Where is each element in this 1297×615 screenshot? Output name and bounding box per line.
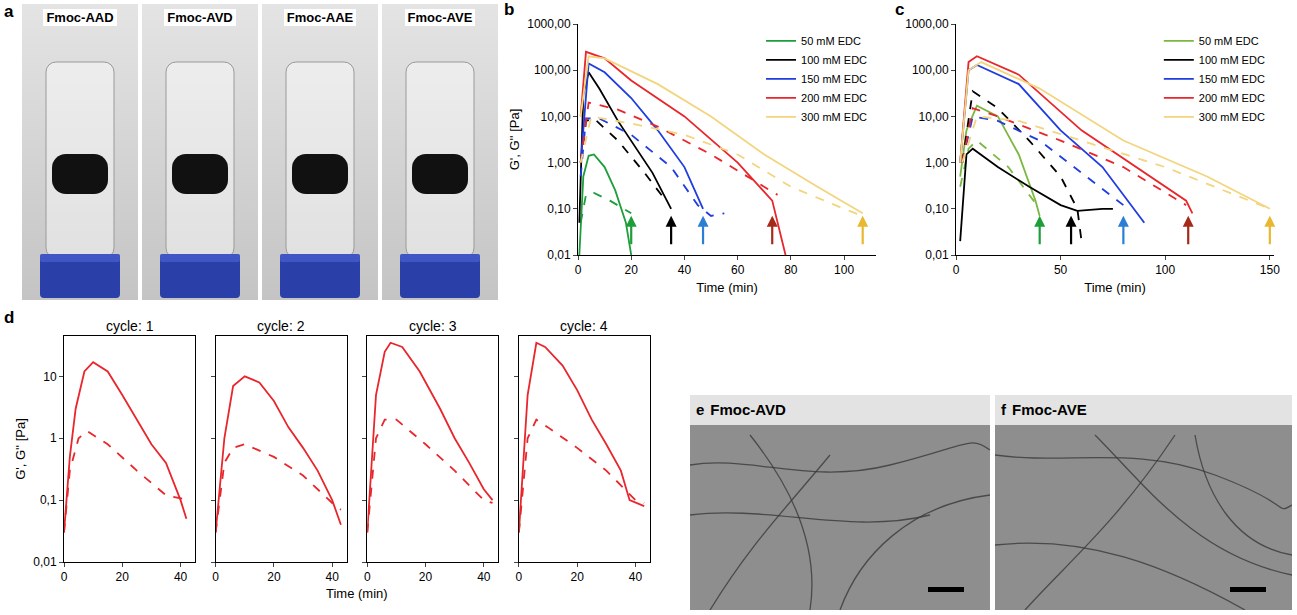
svg-text:10,00: 10,00 [919,110,949,124]
svg-text:80: 80 [784,263,798,277]
svg-text:50: 50 [1054,263,1068,277]
svg-text:150: 150 [1260,263,1280,277]
svg-text:Time (min): Time (min) [1084,280,1146,295]
svg-text:20: 20 [570,570,584,584]
svg-text:50 mM EDC: 50 mM EDC [1199,35,1259,47]
svg-text:1000,00: 1000,00 [905,17,949,31]
svg-text:50 mM EDC: 50 mM EDC [801,35,861,47]
svg-text:150 mM EDC: 150 mM EDC [1199,73,1265,85]
svg-text:cycle: 3: cycle: 3 [409,318,457,334]
svg-text:20: 20 [625,263,639,277]
html-text:c: c [895,0,905,19]
svg-text:300 mM EDC: 300 mM EDC [1199,111,1265,123]
svg-text:40: 40 [629,570,643,584]
svg-text:0,01: 0,01 [925,248,949,262]
svg-text:0: 0 [212,570,219,584]
svg-text:0: 0 [575,263,582,277]
svg-text:1,00: 1,00 [547,156,571,170]
svg-text:1,00: 1,00 [925,156,949,170]
svg-text:20: 20 [419,570,433,584]
svg-text:100,00: 100,00 [912,63,949,77]
html-text:b: b [504,0,515,19]
svg-text:100: 100 [1155,263,1175,277]
svg-text:cycle: 1: cycle: 1 [106,318,154,334]
svg-text:0,10: 0,10 [925,202,949,216]
svg-text:0: 0 [516,570,523,584]
html-text:Fmoc-AVE: Fmoc-AVE [407,10,473,25]
html-text:a: a [4,2,14,21]
svg-text:Time (min): Time (min) [326,586,388,601]
svg-text:20: 20 [267,570,281,584]
html-text:Fmoc-AAD: Fmoc-AAD [46,10,114,25]
svg-text:150 mM EDC: 150 mM EDC [801,73,867,85]
svg-text:20: 20 [116,570,130,584]
html-text:Fmoc-AVD: Fmoc-AVD [167,10,233,25]
svg-text:100,00: 100,00 [534,63,571,77]
svg-text:Time (min): Time (min) [696,280,758,295]
svg-text:200 mM EDC: 200 mM EDC [801,92,867,104]
svg-text:0: 0 [364,570,371,584]
html-text:e Fmoc-AVD: e Fmoc-AVD [696,401,786,418]
svg-text:1000,00: 1000,00 [527,17,571,31]
svg-text:G', G'' [Pa]: G', G'' [Pa] [13,418,28,480]
svg-text:G', G'' [Pa]: G', G'' [Pa] [507,109,522,171]
svg-text:60: 60 [731,263,745,277]
svg-text:100 mM EDC: 100 mM EDC [1199,54,1265,66]
svg-text:100 mM EDC: 100 mM EDC [801,54,867,66]
html-text:f: f [1001,401,1006,418]
svg-text:40: 40 [477,570,491,584]
svg-text:10: 10 [43,370,57,384]
svg-text:40: 40 [325,570,339,584]
html-text:Fmoc-AVE: Fmoc-AVE [1012,401,1087,418]
svg-text:1: 1 [50,431,57,445]
svg-text:0,1: 0,1 [40,493,57,507]
svg-text:0: 0 [61,570,68,584]
html-text:Fmoc-AAE: Fmoc-AAE [286,10,354,25]
svg-text:0,10: 0,10 [547,202,571,216]
svg-text:0,01: 0,01 [547,248,571,262]
html-text:d: d [4,308,15,327]
svg-text:cycle: 2: cycle: 2 [257,318,305,334]
svg-text:0,01: 0,01 [33,555,57,569]
svg-text:200 mM EDC: 200 mM EDC [1199,92,1265,104]
svg-text:300 mM EDC: 300 mM EDC [801,111,867,123]
svg-text:40: 40 [678,263,692,277]
svg-text:10,00: 10,00 [541,110,571,124]
svg-text:100: 100 [834,263,854,277]
svg-text:40: 40 [174,570,188,584]
svg-text:0: 0 [953,263,960,277]
svg-text:cycle: 4: cycle: 4 [560,318,608,334]
